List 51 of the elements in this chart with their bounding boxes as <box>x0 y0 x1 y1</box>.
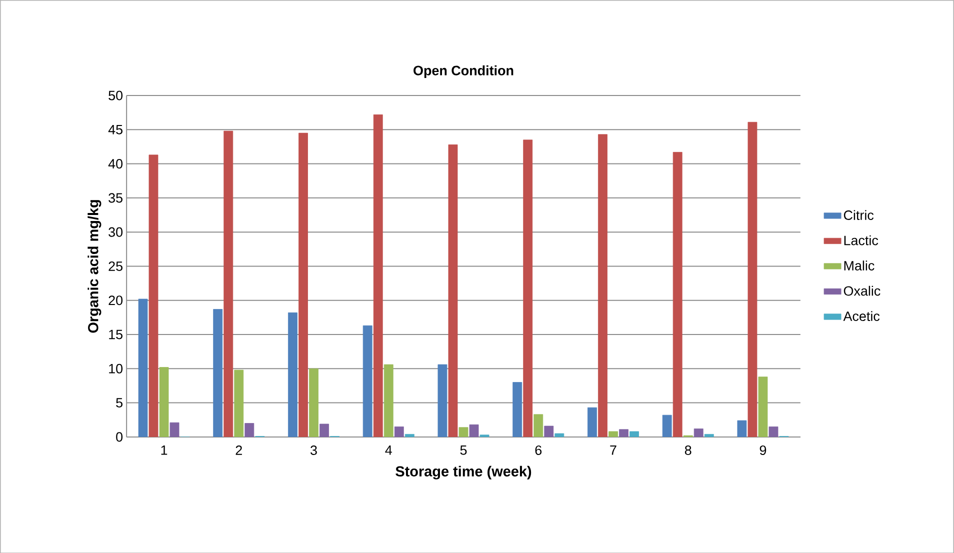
legend-label: Citric <box>844 210 874 220</box>
bar <box>630 431 639 437</box>
bar <box>438 364 448 437</box>
y-tick-label: 5 <box>116 398 122 408</box>
bar <box>213 308 223 437</box>
y-axis-title: Organic acid mg/kg <box>88 200 102 333</box>
x-axis-title: Storage time (week) <box>396 466 532 480</box>
bar <box>298 132 308 437</box>
bar <box>404 434 414 437</box>
x-tick-label: 8 <box>684 445 692 455</box>
bar <box>748 122 758 437</box>
bar <box>288 312 298 437</box>
bar <box>512 382 522 437</box>
legend-label: Oxalic <box>844 286 880 296</box>
y-tick-label: 40 <box>108 158 123 168</box>
x-tick-label: 1 <box>161 445 168 454</box>
bar <box>588 407 597 437</box>
bar <box>138 298 148 437</box>
x-tick-label: 6 <box>535 445 542 455</box>
y-tick-label: 45 <box>108 124 122 134</box>
bar <box>362 325 372 437</box>
legend-label: Malic <box>844 260 874 270</box>
bar <box>737 420 747 437</box>
x-tick-label: 4 <box>385 445 392 454</box>
legend-label: Acetic <box>843 310 880 321</box>
bar <box>554 433 564 437</box>
y-tick-label: 0 <box>116 432 123 442</box>
y-tick-label: 50 <box>108 90 123 100</box>
bar <box>448 144 458 437</box>
x-tick-label: 2 <box>236 445 242 455</box>
x-tick-label: 3 <box>310 445 317 455</box>
x-tick-label: 7 <box>610 445 616 454</box>
bar <box>704 434 714 437</box>
y-tick-label: 25 <box>108 261 122 271</box>
bar <box>598 134 608 437</box>
y-tick-label: 30 <box>108 227 123 237</box>
bar <box>148 154 158 437</box>
bar <box>672 152 682 437</box>
x-tick-label: 9 <box>760 445 766 455</box>
y-tick-label: 35 <box>108 192 122 202</box>
bar <box>662 414 672 437</box>
y-tick-label: 10 <box>109 364 123 374</box>
bar <box>480 434 490 437</box>
legend-label: Lactic <box>844 235 878 245</box>
x-tick-label: 5 <box>460 445 467 455</box>
y-tick-label: 15 <box>109 330 122 339</box>
bar <box>523 139 533 437</box>
chart-title: Open Condition <box>414 65 514 78</box>
y-tick-label: 20 <box>108 295 123 305</box>
bar <box>373 114 383 437</box>
bar <box>224 130 234 437</box>
